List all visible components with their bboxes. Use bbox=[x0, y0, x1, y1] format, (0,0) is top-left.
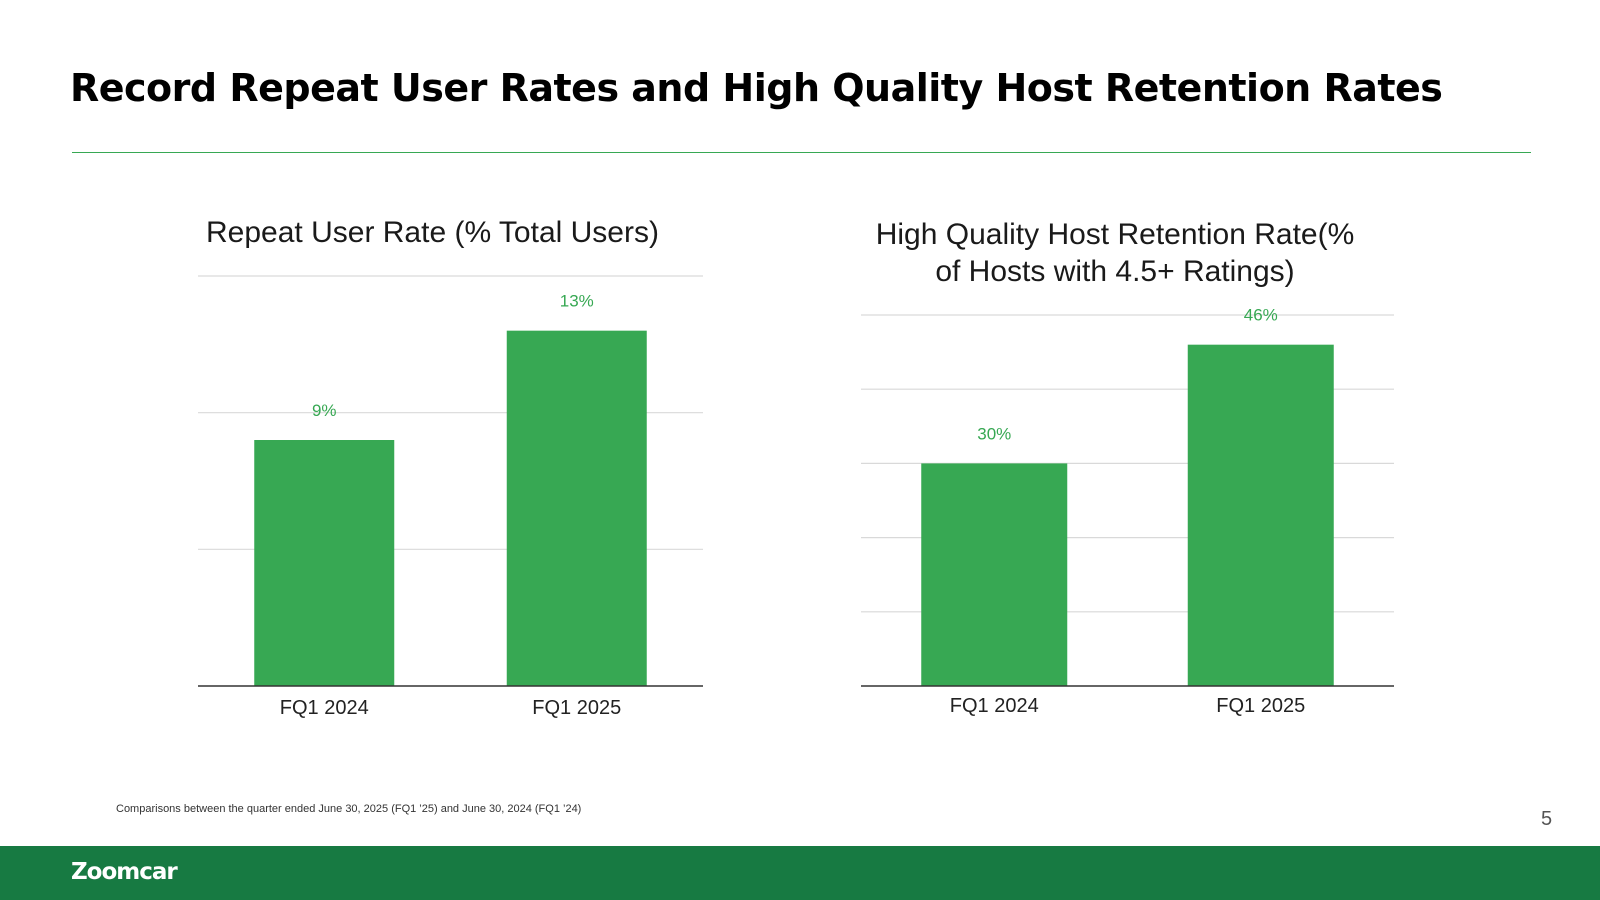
zoomcar-logo: Zoomcar bbox=[71, 859, 178, 885]
page-number: 5 bbox=[1541, 808, 1553, 830]
bar bbox=[254, 440, 395, 686]
data-label: 30% bbox=[977, 424, 1011, 443]
bar bbox=[506, 330, 647, 686]
host-retention-rate-chart: High Quality Host Retention Rate(% of Ho… bbox=[820, 214, 1420, 744]
chart-title: Repeat User Rate (% Total Users) bbox=[206, 216, 659, 249]
tick-label: FQ1 2024 bbox=[280, 697, 369, 719]
slide-title: Record Repeat User Rates and High Qualit… bbox=[70, 66, 1443, 110]
title-divider bbox=[72, 152, 1531, 153]
data-label: 46% bbox=[1244, 306, 1278, 325]
repeat-user-rate-chart: Repeat User Rate (% Total Users) 9% FQ1 2… bbox=[150, 214, 715, 744]
footnote: Comparisons between the quarter ended Ju… bbox=[116, 803, 582, 815]
data-label: 13% bbox=[560, 292, 594, 311]
tick-label: FQ1 2025 bbox=[1216, 695, 1305, 717]
bar-chart-svg: 9% FQ1 2024 13% FQ1 2025 bbox=[198, 275, 703, 719]
footer-bar: Zoomcar bbox=[0, 846, 1600, 900]
chart-title: High Quality Host Retention Rate(% of Ho… bbox=[875, 218, 1355, 288]
tick-label: FQ1 2025 bbox=[532, 697, 621, 719]
data-label: 9% bbox=[312, 401, 337, 420]
bar bbox=[1187, 344, 1334, 686]
bar bbox=[921, 463, 1068, 686]
tick-label: FQ1 2024 bbox=[950, 695, 1039, 717]
bar-chart-svg: 30% FQ1 2024 46% FQ1 2025 bbox=[861, 306, 1394, 717]
